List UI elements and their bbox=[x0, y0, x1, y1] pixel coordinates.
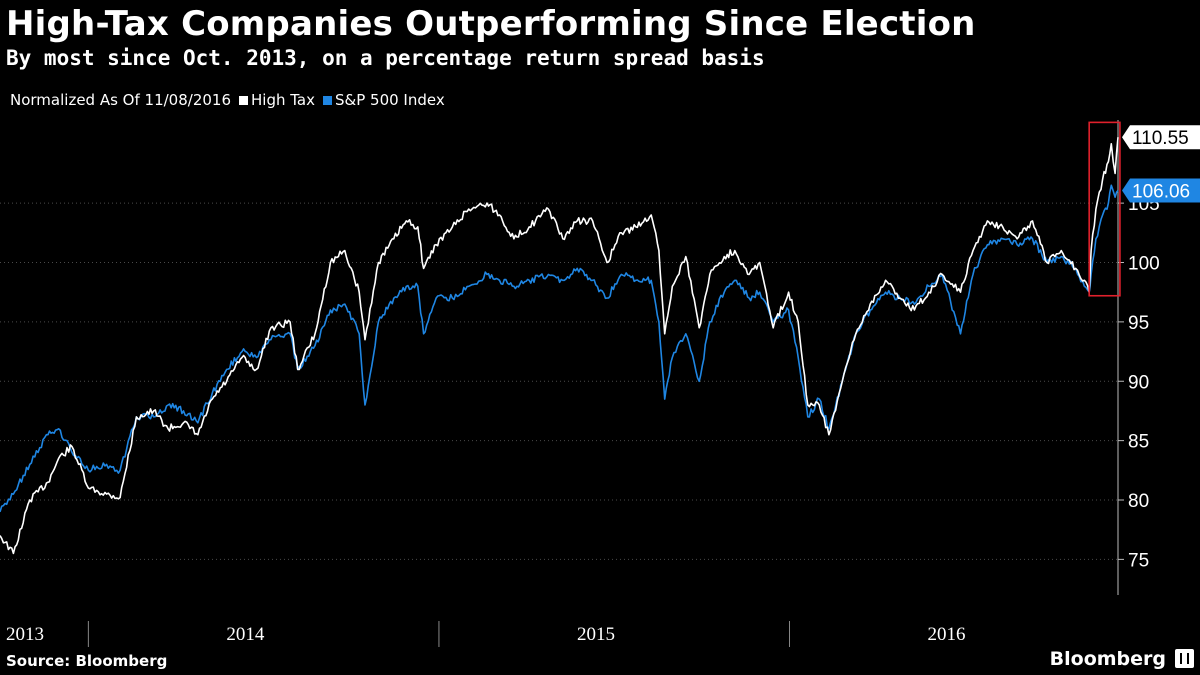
x-tick-label: 2013 bbox=[6, 624, 44, 645]
y-tick-label: 80 bbox=[1128, 491, 1149, 512]
last-value-label-high-tax: 110.55 bbox=[1132, 128, 1189, 149]
source-note: Source: Bloomberg bbox=[6, 652, 168, 670]
series-sp500-line bbox=[0, 184, 1119, 513]
legend-swatch-sp500 bbox=[323, 95, 332, 105]
legend-prefix: Normalized As Of 11/08/2016 bbox=[10, 91, 231, 109]
x-tick-label: 2015 bbox=[577, 624, 615, 645]
chart-subtitle: By most since Oct. 2013, on a percentage… bbox=[6, 46, 765, 70]
y-tick-label: 100 bbox=[1128, 254, 1160, 275]
y-tick-label: 85 bbox=[1128, 432, 1149, 453]
brand-logo-icon bbox=[1175, 649, 1194, 668]
legend-label-high-tax: High Tax bbox=[251, 91, 315, 109]
y-tick-label: 90 bbox=[1128, 372, 1149, 393]
legend-label-sp500: S&P 500 Index bbox=[335, 91, 445, 109]
last-value-label-sp500: 106.06 bbox=[1132, 182, 1190, 203]
brand-wordmark: Bloomberg bbox=[1049, 648, 1166, 670]
x-tick-label: 2016 bbox=[928, 624, 966, 645]
x-tick-label: 2014 bbox=[226, 624, 265, 645]
legend-swatch-high-tax bbox=[239, 95, 248, 105]
chart-title: High-Tax Companies Outperforming Since E… bbox=[6, 4, 976, 44]
highlight-box bbox=[1088, 121, 1121, 297]
legend: Normalized As Of 11/08/2016 High Tax S&P… bbox=[10, 90, 445, 110]
series-high-tax-line bbox=[0, 137, 1119, 555]
last-value-tag-sp500 bbox=[1122, 178, 1200, 203]
y-tick-label: 95 bbox=[1128, 313, 1149, 334]
y-tick-label: 75 bbox=[1128, 550, 1149, 571]
last-value-tag-high-tax bbox=[1122, 125, 1200, 150]
